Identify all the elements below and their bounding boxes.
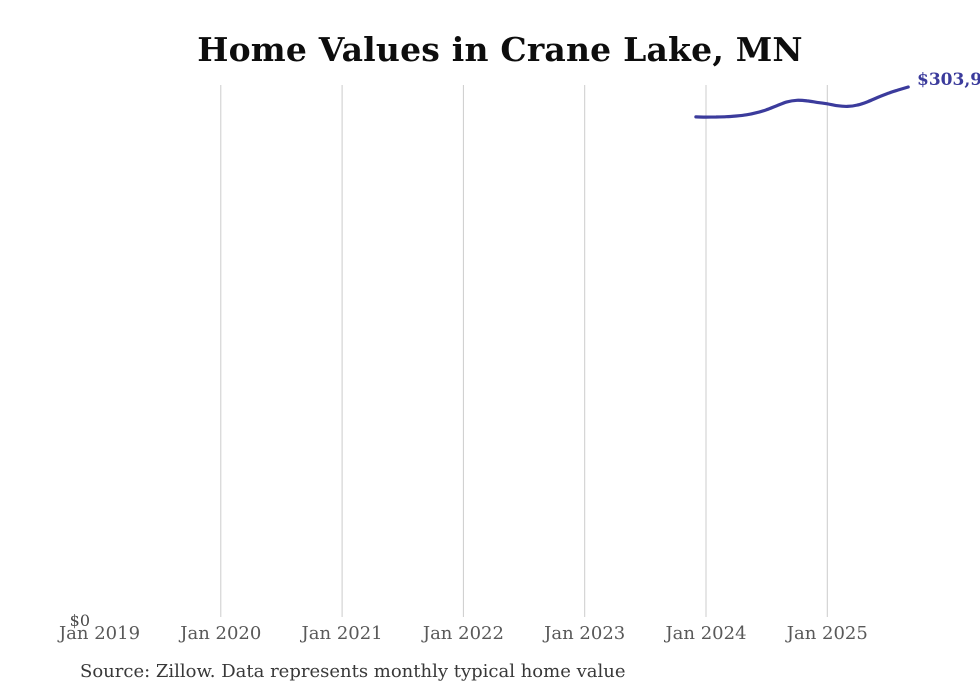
x-axis-tick-label: Jan 2024 (665, 623, 747, 644)
chart-title: Home Values in Crane Lake, MN (197, 30, 803, 69)
x-axis-tick-label: Jan 2023 (544, 623, 626, 644)
x-axis-tick-label: Jan 2025 (786, 623, 868, 644)
x-axis-tick-label: Jan 2020 (180, 623, 262, 644)
home-value-series-line (694, 85, 910, 119)
source-note: Source: Zillow. Data represents monthly … (80, 661, 626, 682)
latest-value-label: $303,944 (917, 70, 980, 90)
x-axis-tick-label: Jan 2019 (58, 623, 141, 644)
x-axis-tick-label: Jan 2021 (301, 623, 383, 644)
x-axis-tick-label: Jan 2022 (422, 623, 504, 644)
y-axis-zero-tick-label: $0 (69, 611, 90, 630)
